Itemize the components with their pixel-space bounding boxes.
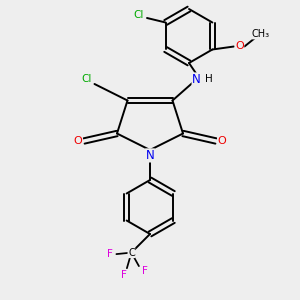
Text: O: O bbox=[74, 136, 82, 146]
Text: H: H bbox=[205, 74, 213, 84]
Text: F: F bbox=[121, 270, 127, 280]
Text: F: F bbox=[142, 266, 148, 276]
Text: N: N bbox=[192, 73, 201, 86]
Text: CH₃: CH₃ bbox=[252, 29, 270, 39]
Text: F: F bbox=[107, 249, 113, 259]
Text: Cl: Cl bbox=[81, 74, 91, 85]
Text: O: O bbox=[235, 41, 244, 52]
Text: Cl: Cl bbox=[134, 10, 144, 20]
Text: O: O bbox=[218, 136, 226, 146]
Text: N: N bbox=[146, 149, 154, 162]
Text: C: C bbox=[128, 248, 135, 258]
